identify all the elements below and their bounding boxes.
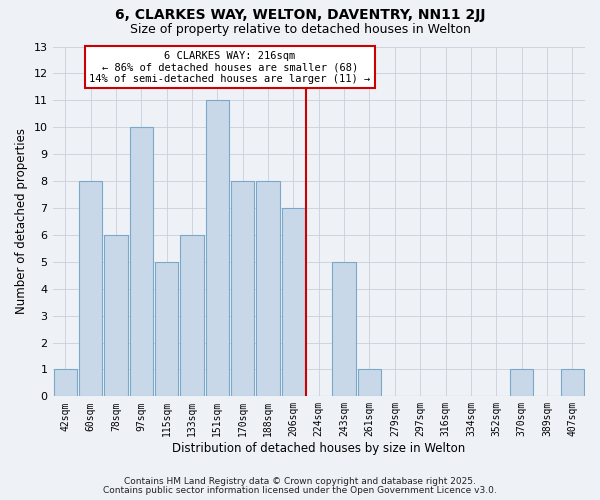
Bar xyxy=(155,262,178,396)
Bar xyxy=(181,235,203,396)
Bar xyxy=(130,127,153,396)
Bar xyxy=(79,181,102,396)
Bar xyxy=(104,235,128,396)
Text: Contains public sector information licensed under the Open Government Licence v3: Contains public sector information licen… xyxy=(103,486,497,495)
Text: 6, CLARKES WAY, WELTON, DAVENTRY, NN11 2JJ: 6, CLARKES WAY, WELTON, DAVENTRY, NN11 2… xyxy=(115,8,485,22)
Y-axis label: Number of detached properties: Number of detached properties xyxy=(15,128,28,314)
Bar xyxy=(560,370,584,396)
Text: Size of property relative to detached houses in Welton: Size of property relative to detached ho… xyxy=(130,22,470,36)
Bar xyxy=(510,370,533,396)
Bar xyxy=(358,370,381,396)
Bar xyxy=(206,100,229,397)
Text: Contains HM Land Registry data © Crown copyright and database right 2025.: Contains HM Land Registry data © Crown c… xyxy=(124,477,476,486)
Bar xyxy=(256,181,280,396)
Bar xyxy=(282,208,305,396)
Text: 6 CLARKES WAY: 216sqm
← 86% of detached houses are smaller (68)
14% of semi-deta: 6 CLARKES WAY: 216sqm ← 86% of detached … xyxy=(89,50,371,84)
X-axis label: Distribution of detached houses by size in Welton: Distribution of detached houses by size … xyxy=(172,442,466,455)
Bar xyxy=(53,370,77,396)
Bar xyxy=(231,181,254,396)
Bar xyxy=(332,262,356,396)
